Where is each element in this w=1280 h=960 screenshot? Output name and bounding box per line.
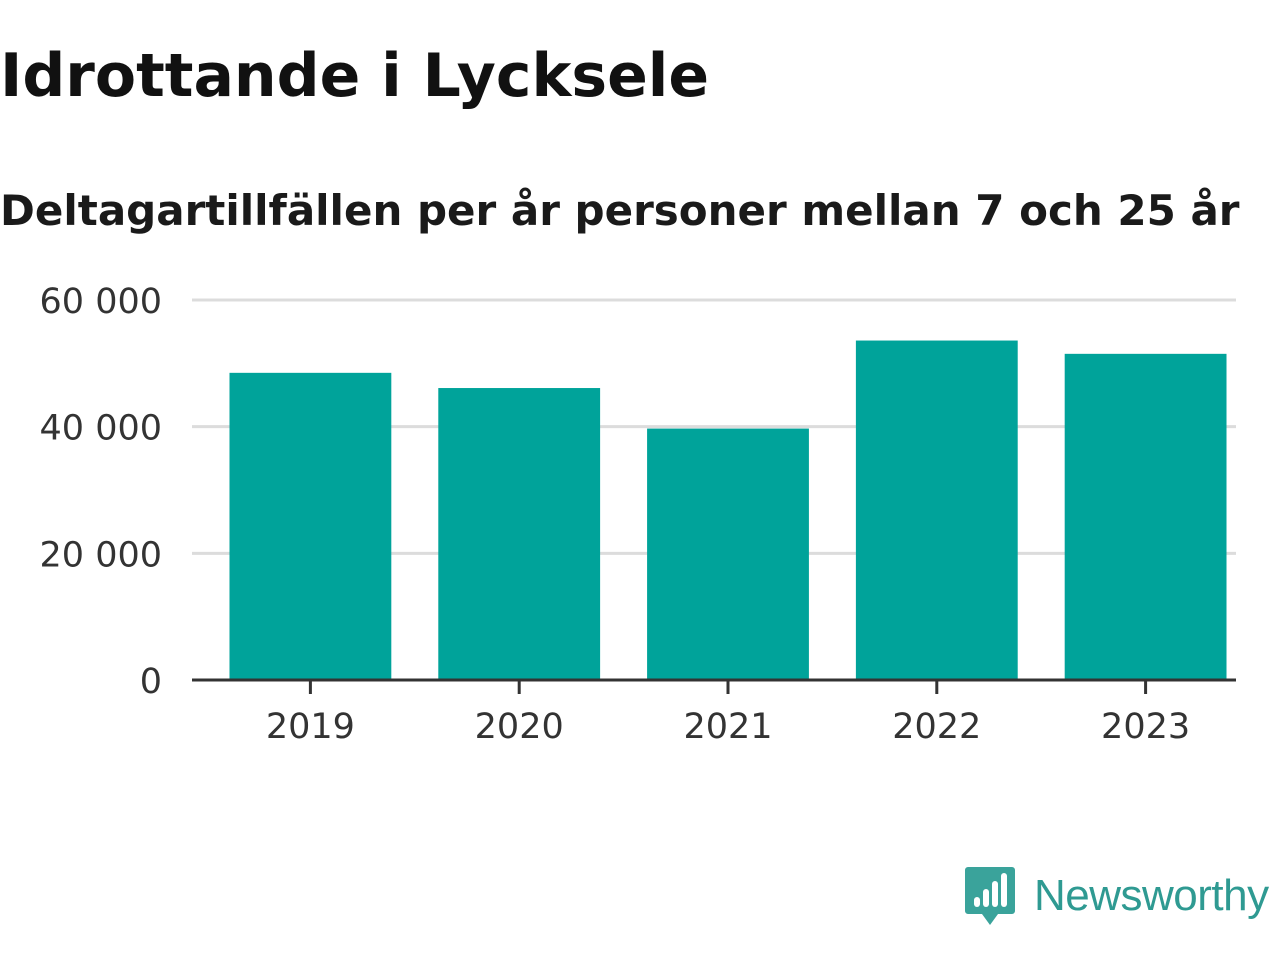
x-tick-label: 2021 — [683, 707, 772, 747]
brand-logo: Newsworthy — [964, 864, 1269, 928]
x-tick-label: 2020 — [475, 707, 564, 747]
x-tick-label: 2023 — [1101, 707, 1190, 747]
chart-subtitle: Deltagartillfällen per år personer mella… — [0, 186, 1240, 235]
newsworthy-logo-icon — [965, 867, 1015, 925]
bar-2020 — [438, 388, 601, 680]
y-tick-label: 20 000 — [40, 535, 162, 575]
bar-2019 — [229, 372, 392, 680]
bar-chart: 0 20 000 40 000 60 000 2019 2020 2021 2022 2023 — [40, 282, 1236, 747]
brand-name: Newsworthy — [1034, 871, 1269, 920]
bar-2022 — [855, 340, 1018, 680]
x-tick-label: 2022 — [892, 707, 981, 747]
axes: 0 20 000 40 000 60 000 2019 2020 2021 2022 2023 — [40, 282, 1236, 747]
bar-2023 — [1064, 353, 1227, 680]
y-tick-label: 60 000 — [40, 282, 162, 322]
x-tick-label: 2019 — [266, 707, 355, 747]
chart-title: Idrottande i Lycksele — [0, 41, 710, 111]
bar-2021 — [647, 428, 809, 680]
y-tick-label: 40 000 — [40, 409, 162, 449]
bars — [229, 340, 1227, 680]
y-tick-label: 0 — [140, 662, 162, 702]
